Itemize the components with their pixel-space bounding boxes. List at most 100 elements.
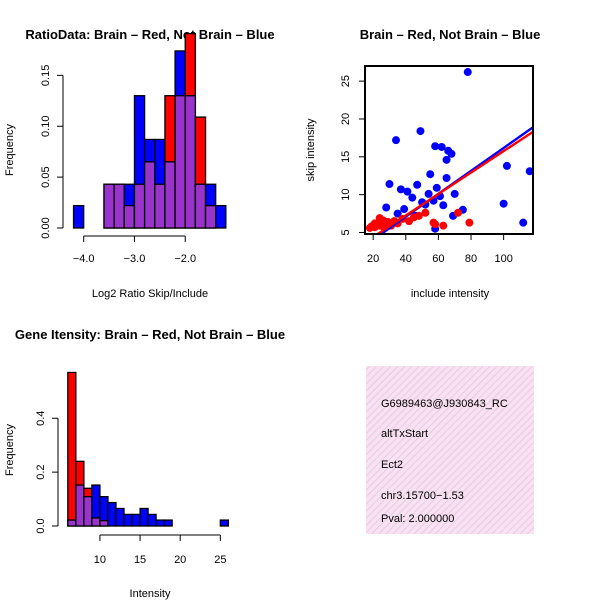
scatter-xlabel: include intensity xyxy=(411,288,490,300)
intensity-bar-7 xyxy=(123,513,133,527)
scatter-plot-area xyxy=(365,68,533,234)
intensity-overlap-bar-2 xyxy=(83,495,93,527)
not-brain-point-1 xyxy=(416,127,425,136)
ratio-y-tick-label-1: 0.05 xyxy=(40,166,52,187)
info-gene-name: Ect2 xyxy=(381,459,403,471)
not-brain-point-4 xyxy=(437,142,446,151)
not-brain-point-7 xyxy=(442,155,451,164)
scatter-y-tick-label-0: 5 xyxy=(340,229,352,235)
intensity-bar-11 xyxy=(155,519,165,527)
scatter-y-tick-label-2: 15 xyxy=(340,151,352,163)
brain-point-26 xyxy=(375,214,384,223)
info-gene-id: G6989463@J930843_RC xyxy=(381,398,508,410)
not-brain-point-15 xyxy=(450,189,459,198)
intensity-bar-9 xyxy=(139,507,149,527)
ratio-overlap-bar-5 xyxy=(123,204,136,229)
ratio-x-tick-label-0: −4.0 xyxy=(73,253,95,265)
ratio-overlap-bar-3 xyxy=(103,183,115,229)
scatter-x-tick-label-0: 20 xyxy=(367,253,379,265)
scatter-y-tick-label-4: 25 xyxy=(340,75,352,87)
not-brain-point-32 xyxy=(442,174,451,182)
ratio-bar-0 xyxy=(72,204,85,229)
ratio-overlap-bar-12 xyxy=(194,183,207,229)
ratio-y-tick-label-3: 0.15 xyxy=(40,65,52,86)
ratio-x-tick-label-1: −3.0 xyxy=(124,253,146,265)
intensity-bar-8 xyxy=(131,513,141,527)
not-brain-point-20 xyxy=(400,205,409,214)
brain-point-20 xyxy=(421,208,430,217)
ratio-overlap-bar-7 xyxy=(143,161,156,229)
intensity-y-tick-label-0: 0.0 xyxy=(35,518,47,533)
intensity-bar-6 xyxy=(115,507,125,527)
intensity-bar-19 xyxy=(219,519,230,527)
ratio-overlap-bar-8 xyxy=(154,183,166,229)
intensity-histogram-panel: Gene Itensity: Brain – Red, Not Brain – … xyxy=(4,327,285,600)
info-box: G6989463@J930843_RC altTxStart Ect2 chr3… xyxy=(366,366,534,534)
ratio-histogram-xlabel: Log2 Ratio Skip/Include xyxy=(92,288,208,300)
scatter-title: Brain – Red, Not Brain – Blue xyxy=(360,27,541,42)
intensity-y-tick-label-2: 0.4 xyxy=(35,411,47,426)
not-brain-point-3 xyxy=(431,142,440,151)
brain-point-22 xyxy=(439,221,448,230)
not-brain-point-28 xyxy=(499,199,508,208)
intensity-bar-5 xyxy=(107,501,117,527)
intensity-histogram-xlabel: Intensity xyxy=(130,588,171,600)
ratio-overlap-bar-10 xyxy=(174,95,186,229)
intensity-histogram-bars xyxy=(67,371,230,527)
ratio-overlap-bar-9 xyxy=(164,161,176,229)
info-event-type: altTxStart xyxy=(381,428,428,440)
intensity-overlap-bar-3 xyxy=(91,517,101,527)
intensity-x-tick-label-1: 15 xyxy=(134,554,146,566)
ratio-histogram-bars xyxy=(72,32,227,229)
not-brain-point-11 xyxy=(396,185,405,194)
not-brain-point-30 xyxy=(519,218,528,227)
intensity-bar-12 xyxy=(163,519,173,527)
intensity-overlap-bar-1 xyxy=(75,484,85,527)
scatter-panel: Brain – Red, Not Brain – Blue 20 40 60 80 10… xyxy=(305,27,540,300)
scatter-y-tick-label-1: 10 xyxy=(340,189,352,201)
brain-point-24 xyxy=(465,218,474,227)
info-location: chr3.15700−1.53 xyxy=(381,490,464,502)
scatter-ylabel: skip intensity xyxy=(305,118,317,181)
not-brain-point-29 xyxy=(502,161,511,170)
intensity-x-tick-label-3: 25 xyxy=(214,554,226,566)
intensity-bar-0 xyxy=(67,371,77,527)
scatter-marks xyxy=(365,68,533,234)
not-brain-point-10 xyxy=(413,180,422,189)
brain-fit-line xyxy=(375,130,533,234)
not-brain-point-12 xyxy=(403,187,412,196)
not-brain-point-8 xyxy=(426,170,435,179)
not-brain-point-33 xyxy=(432,183,441,192)
scatter-x-tick-label-1: 40 xyxy=(400,253,412,265)
brain-point-25 xyxy=(429,218,438,227)
ratio-histogram-ylabel: Frequency xyxy=(4,124,16,176)
scatter-x-tick-label-2: 60 xyxy=(432,253,444,265)
scatter-x-tick-label-3: 80 xyxy=(465,253,477,265)
intensity-x-tick-label-2: 20 xyxy=(174,554,186,566)
not-brain-point-13 xyxy=(424,189,433,198)
brain-point-23 xyxy=(453,208,462,217)
ratio-overlap-bar-13 xyxy=(204,204,217,229)
ratio-x-tick-label-2: −2.0 xyxy=(174,253,196,265)
intensity-x-tick-label-0: 10 xyxy=(94,554,106,566)
not-brain-point-6 xyxy=(447,149,456,158)
not-brain-point-25 xyxy=(439,201,448,210)
intensity-y-tick-label-1: 0.2 xyxy=(35,464,47,479)
intensity-histogram-axes: 10 15 20 25 0.0 0.2 0.4 xyxy=(35,411,226,566)
ratio-overlap-bar-6 xyxy=(133,183,146,229)
info-pval: Pval: 2.000000 xyxy=(381,513,454,525)
ratio-histogram-axes: −4.0 −3.0 −2.0 0.00 0.05 0.10 0.15 xyxy=(40,65,196,265)
not-brain-point-16 xyxy=(408,193,417,202)
not-brain-point-19 xyxy=(382,203,391,212)
ratio-y-tick-label-0: 0.00 xyxy=(40,217,52,238)
intensity-overlap-bar-0 xyxy=(67,519,77,527)
not-brain-point-9 xyxy=(385,180,394,189)
intensity-histogram-ylabel: Frequency xyxy=(4,424,16,476)
ratio-overlap-bar-4 xyxy=(113,183,125,229)
brain-point-19 xyxy=(414,211,423,220)
scatter-y-tick-label-3: 20 xyxy=(340,113,352,125)
ratio-bar-14 xyxy=(215,204,227,229)
brain-point-27 xyxy=(370,219,379,228)
ratio-histogram-panel: RatioData: Brain – Red, Not Brain – Blue… xyxy=(4,27,275,300)
